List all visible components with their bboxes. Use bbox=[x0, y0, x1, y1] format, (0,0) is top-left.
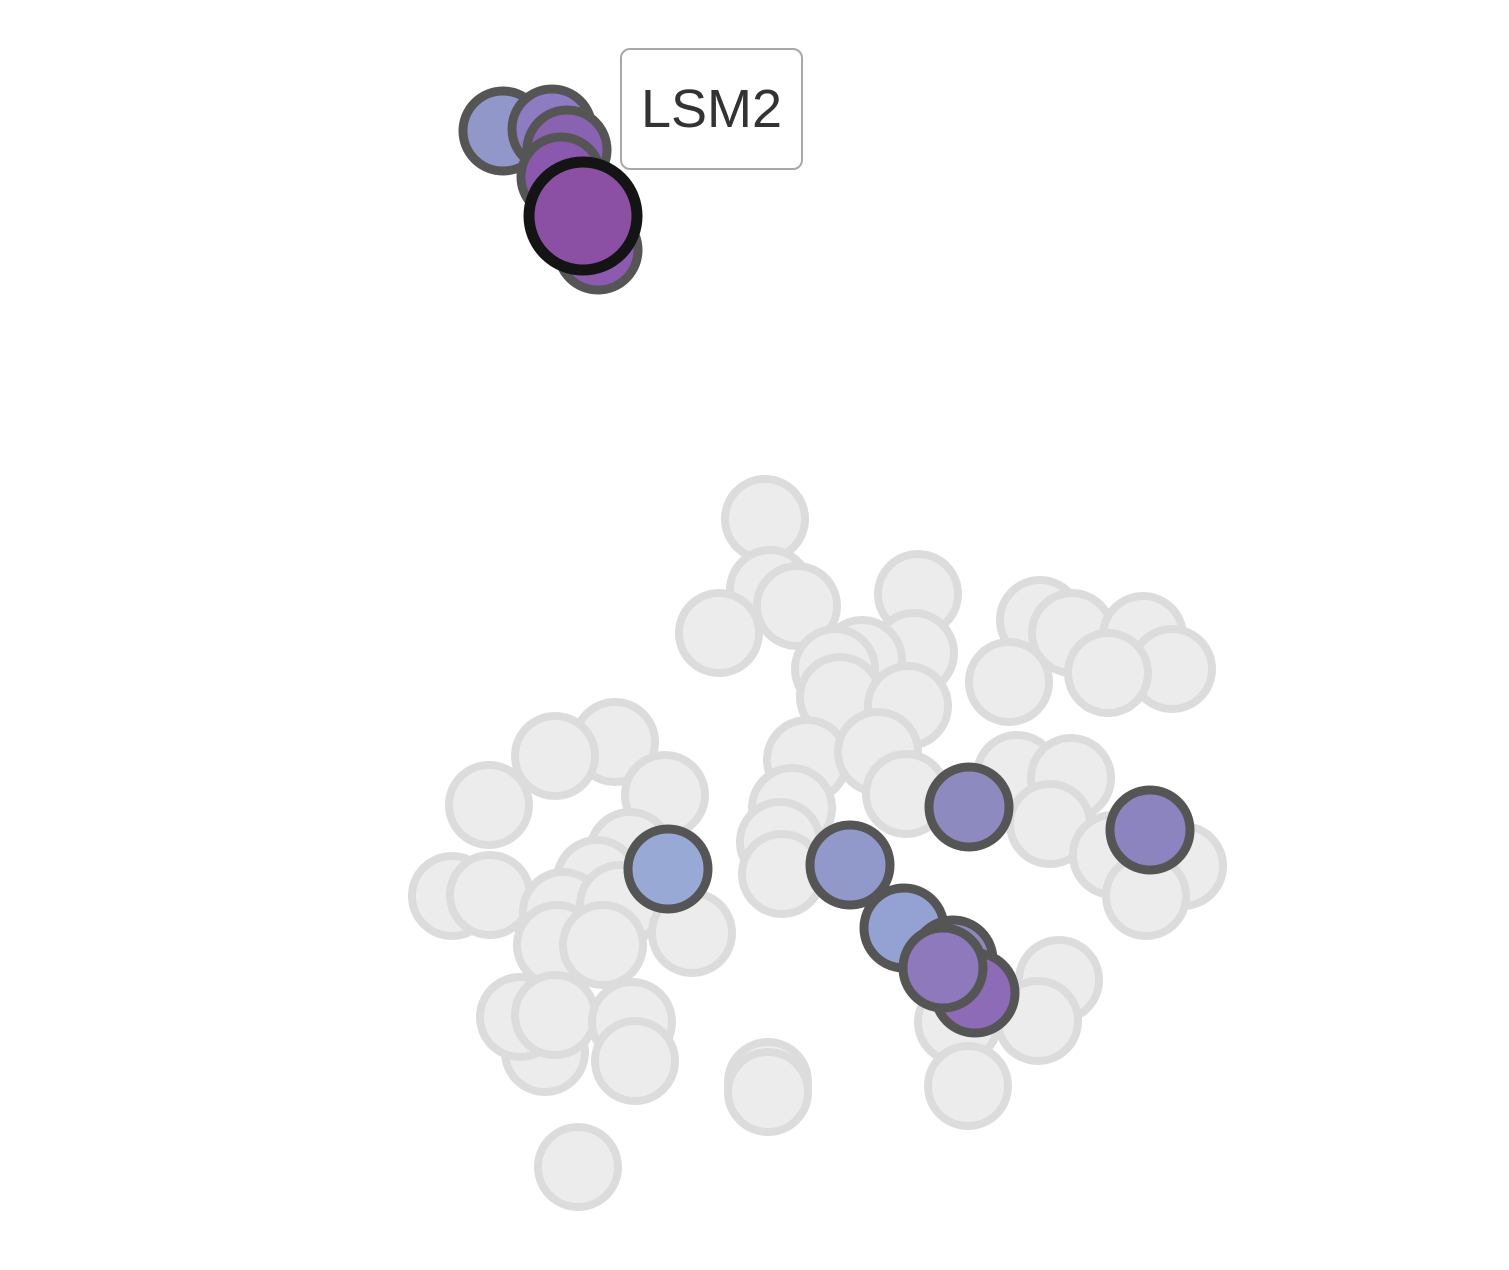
background-point-35[interactable] bbox=[446, 851, 534, 939]
point-tooltip: LSM2 bbox=[620, 48, 803, 170]
highlighted-point-7[interactable] bbox=[924, 762, 1014, 852]
selected-point-layer bbox=[523, 156, 643, 276]
highlighted-point-6[interactable] bbox=[805, 820, 895, 910]
background-point-51[interactable] bbox=[924, 1042, 1012, 1130]
tooltip-label: LSM2 bbox=[640, 79, 783, 139]
background-point-31[interactable] bbox=[445, 761, 533, 849]
background-point-45[interactable] bbox=[591, 1017, 679, 1105]
background-point-52[interactable] bbox=[534, 1123, 622, 1211]
background-point-15[interactable] bbox=[1064, 629, 1152, 717]
selected-point-0[interactable] bbox=[523, 156, 643, 276]
highlighted-point-12[interactable] bbox=[898, 923, 988, 1013]
background-point-40[interactable] bbox=[559, 901, 647, 989]
background-point-2[interactable] bbox=[753, 562, 841, 650]
background-point-47[interactable] bbox=[724, 1048, 812, 1136]
highlighted-point-5[interactable] bbox=[623, 824, 713, 914]
background-point-29[interactable] bbox=[511, 712, 599, 800]
background-point-3[interactable] bbox=[675, 589, 763, 677]
background-point-14[interactable] bbox=[965, 638, 1053, 726]
background-points-layer bbox=[408, 475, 1227, 1211]
background-point-43[interactable] bbox=[511, 971, 599, 1059]
highlighted-point-8[interactable] bbox=[1105, 785, 1195, 875]
